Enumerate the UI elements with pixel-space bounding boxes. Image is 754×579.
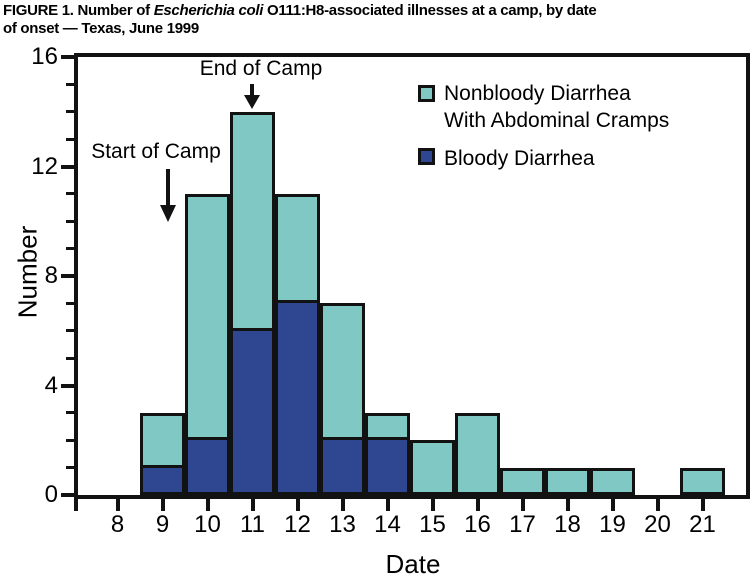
y-major-tick-0: [61, 493, 74, 497]
bar-bloody-13: [320, 440, 365, 495]
figure-title-prefix: FIGURE 1. Number of: [3, 2, 154, 19]
bar-nonbloody-15: [410, 440, 455, 495]
y-major-tick-16: [61, 55, 74, 59]
x-tick-label-10: 10: [194, 511, 221, 538]
x-axis-title: Date: [385, 549, 441, 579]
x-tick-14: [385, 499, 390, 511]
x-tick-21: [700, 499, 705, 511]
y-minor-tick-7: [66, 301, 74, 305]
x-tick-11: [250, 499, 255, 511]
y-minor-tick-11: [66, 192, 74, 196]
legend-swatch-bloody-icon: [418, 148, 435, 165]
x-tick-label-12: 12: [284, 511, 311, 538]
bar-bloody-11: [230, 330, 275, 495]
bar-nonbloody-10: [185, 193, 230, 441]
y-major-tick-8: [61, 274, 74, 278]
start-of-camp-arrow-icon: [160, 169, 176, 222]
x-corner-tick: [74, 499, 78, 511]
x-tick-17: [520, 499, 525, 511]
x-tick-label-21: 21: [689, 511, 716, 538]
y-minor-tick-2: [66, 438, 74, 442]
y-minor-tick-3: [66, 411, 74, 415]
annotation-start-of-camp: Start of Camp: [91, 140, 221, 163]
x-tick-10: [205, 499, 210, 511]
figure-title-suffix: O111:H8-associated illnesses at a camp, …: [263, 2, 597, 19]
x-tick-20: [655, 499, 660, 511]
y-major-tick-4: [61, 383, 74, 388]
bar-nonbloody-12: [275, 193, 320, 304]
y-minor-tick-5: [66, 356, 74, 360]
x-tick-9: [160, 499, 165, 511]
x-tick-label-17: 17: [509, 511, 536, 538]
x-tick-label-13: 13: [329, 511, 356, 538]
x-tick-label-9: 9: [155, 511, 170, 538]
y-minor-tick-1: [66, 466, 74, 470]
bar-nonbloody-18: [545, 467, 590, 495]
bar-bloody-14: [365, 440, 410, 495]
y-minor-tick-13: [66, 137, 74, 141]
y-minor-tick-10: [66, 219, 74, 223]
y-minor-tick-14: [66, 110, 74, 114]
bar-nonbloody-9: [140, 412, 185, 468]
x-tick-label-15: 15: [419, 511, 446, 538]
legend-label-bloody: Bloody Diarrhea: [444, 147, 595, 170]
bar-nonbloody-19: [590, 467, 635, 495]
annotation-end-of-camp: End of Camp: [199, 57, 323, 80]
x-tick-label-16: 16: [464, 511, 491, 538]
x-tick-label-19: 19: [599, 511, 626, 538]
x-tick-label-11: 11: [240, 511, 265, 538]
legend-label-nonbloody-line2: With Abdominal Cramps: [444, 109, 670, 132]
end-of-camp-arrow-icon: [244, 84, 260, 109]
bar-nonbloody-17: [500, 467, 545, 495]
y-tick-label-8: 8: [44, 262, 58, 289]
x-tick-18: [565, 499, 570, 511]
y-minor-tick-6: [66, 329, 74, 333]
x-tick-label-14: 14: [374, 511, 401, 538]
bar-bloody-9: [140, 467, 185, 495]
x-tick-16: [475, 499, 480, 511]
x-tick-13: [340, 499, 345, 511]
y-major-tick-12: [61, 164, 74, 169]
y-tick-label-4: 4: [44, 371, 58, 399]
figure-title-line2: of onset — Texas, June 1999: [3, 19, 199, 37]
y-minor-tick-15: [66, 82, 74, 86]
x-tick-label-8: 8: [110, 511, 125, 538]
bar-bloody-10: [185, 440, 230, 495]
x-tick-19: [610, 499, 615, 511]
bar-bloody-12: [275, 303, 320, 495]
bar-nonbloody-16: [455, 412, 500, 495]
y-tick-label-0: 0: [44, 481, 58, 508]
y-minor-tick-9: [66, 247, 74, 251]
legend-label-nonbloody: Nonbloody Diarrhea With Abdominal Cramps: [444, 80, 669, 134]
x-tick-15: [430, 499, 435, 511]
y-tick-label-16: 16: [31, 43, 58, 70]
x-tick-label-18: 18: [554, 511, 581, 538]
bar-nonbloody-21: [680, 467, 725, 495]
x-tick-12: [295, 499, 300, 511]
legend-swatch-nonbloody-icon: [418, 85, 435, 102]
x-tick-label-20: 20: [644, 511, 671, 538]
y-axis-title: Number: [12, 225, 43, 319]
x-tick-8: [115, 499, 120, 511]
legend-label-nonbloody-line1: Nonbloody Diarrhea: [444, 82, 631, 105]
figure-title: FIGURE 1. Number of Escherichia coli O11…: [3, 2, 753, 37]
bar-nonbloody-13: [320, 303, 365, 441]
bar-nonbloody-14: [365, 412, 410, 441]
y-tick-label-12: 12: [31, 152, 58, 180]
figure-title-italic: Escherichia coli: [153, 2, 264, 19]
bar-nonbloody-11: [230, 111, 275, 331]
